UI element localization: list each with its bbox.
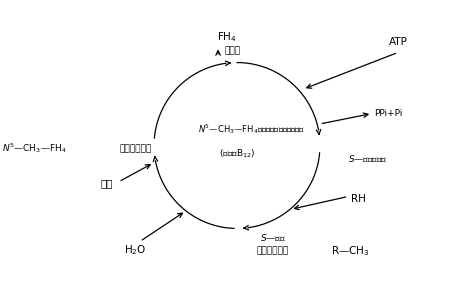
Text: FH$_4$: FH$_4$ (218, 30, 237, 44)
Text: ATP: ATP (389, 37, 408, 47)
Text: (维生素B$_{12}$): (维生素B$_{12}$) (219, 148, 255, 160)
Text: 蛋氨酸: 蛋氨酸 (224, 46, 240, 55)
Text: RH: RH (351, 194, 365, 204)
Text: PPi+Pi: PPi+Pi (374, 109, 403, 118)
Text: $N^5$—CH$_3$—FH$_4$同型半胱氨酸甲基转移酶: $N^5$—CH$_3$—FH$_4$同型半胱氨酸甲基转移酶 (198, 123, 305, 136)
Text: $S$—腺苷: $S$—腺苷 (260, 233, 285, 243)
Text: 腺苷: 腺苷 (100, 178, 113, 188)
Text: R—CH$_3$: R—CH$_3$ (331, 244, 370, 258)
Text: 同型半胱氨酸: 同型半胱氨酸 (119, 144, 152, 153)
Text: $S$—腺苷蛋氨酸: $S$—腺苷蛋氨酸 (348, 153, 388, 164)
Text: 同型半胱氨酸: 同型半胱氨酸 (256, 246, 289, 255)
Text: $N^5$—CH$_3$—FH$_4$: $N^5$—CH$_3$—FH$_4$ (2, 141, 67, 155)
Text: H$_2$O: H$_2$O (124, 243, 146, 257)
